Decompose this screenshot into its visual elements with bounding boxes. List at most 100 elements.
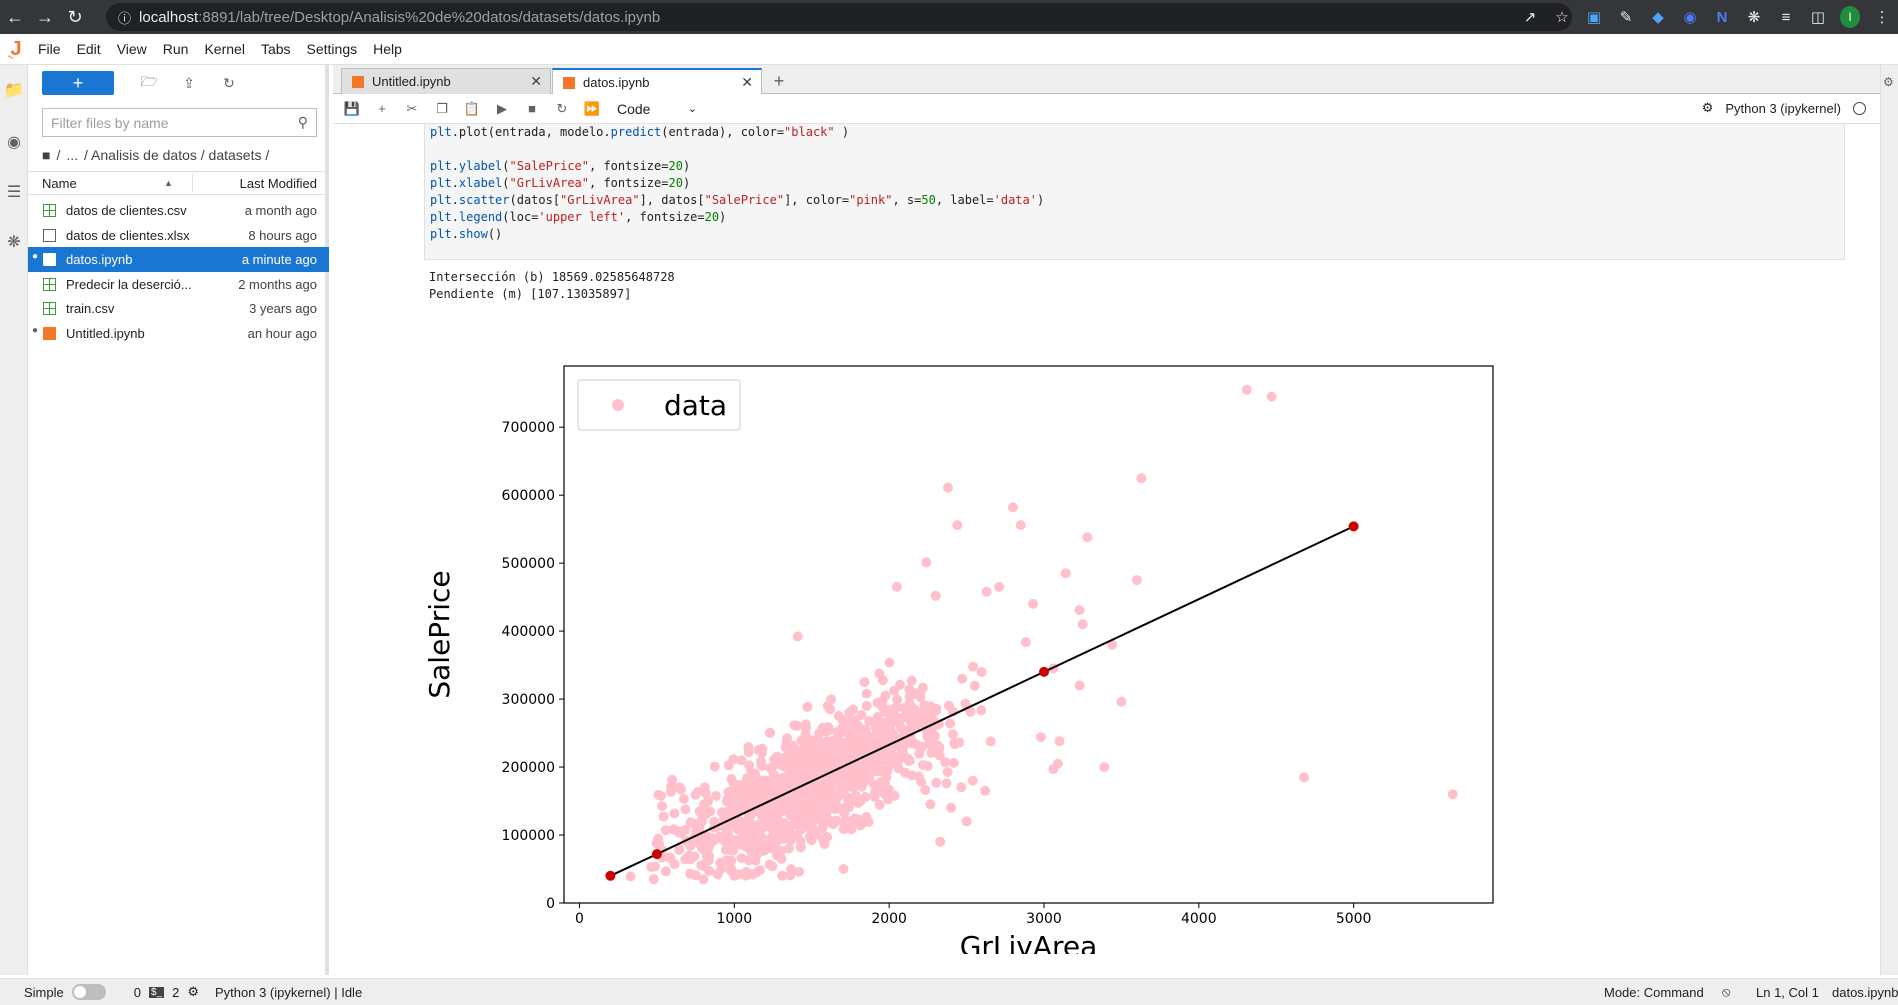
column-divider[interactable] xyxy=(192,174,193,192)
data-point xyxy=(780,831,791,842)
data-point xyxy=(826,787,837,798)
menu-file[interactable]: File xyxy=(38,41,61,57)
cut-icon[interactable]: ✂ xyxy=(406,100,418,116)
close-icon[interactable]: ✕ xyxy=(741,74,753,90)
file-row[interactable]: train.csv 3 years ago xyxy=(28,296,329,321)
data-point xyxy=(734,797,745,808)
file-list-header: Name ▲ Last Modified xyxy=(28,171,329,195)
data-point xyxy=(945,718,956,729)
data-point xyxy=(832,775,843,786)
add-tab-icon[interactable]: + xyxy=(773,70,785,91)
tab-untitled[interactable]: Untitled.ipynb ✕ xyxy=(341,68,551,94)
menu-view[interactable]: View xyxy=(116,41,147,57)
code-cell[interactable]: plt.plot(entrada, modelo.predict(entrada… xyxy=(424,124,1845,260)
column-modified-header[interactable]: Last Modified xyxy=(239,175,317,191)
sort-ascending-icon[interactable]: ▲ xyxy=(164,178,173,188)
back-icon[interactable]: ← xyxy=(6,6,24,27)
tab-datos[interactable]: datos.ipynb ✕ xyxy=(552,68,762,95)
bug-icon[interactable]: ⚙ xyxy=(1701,100,1714,115)
paste-icon[interactable]: 📋 xyxy=(463,100,481,116)
data-point xyxy=(1077,619,1088,630)
share-icon[interactable]: ↗ xyxy=(1523,9,1537,26)
extension-icon[interactable]: N xyxy=(1716,8,1728,26)
file-row[interactable]: datos de clientes.xlsx 8 hours ago xyxy=(28,223,329,248)
data-point xyxy=(956,782,967,793)
menu-kernel[interactable]: Kernel xyxy=(204,41,245,57)
breadcrumb-root[interactable]: / xyxy=(56,147,61,163)
file-row[interactable]: Predecir la deserció... 2 months ago xyxy=(28,272,329,297)
reload-icon[interactable]: ↻ xyxy=(67,6,83,27)
spreadsheet-icon xyxy=(43,204,56,217)
notification-icon[interactable]: ⦸ xyxy=(1722,984,1731,999)
kernel-status[interactable]: Python 3 (ipykernel) | Idle xyxy=(215,984,363,1000)
breadcrumb-path[interactable]: / Analisis de datos / datasets / xyxy=(84,147,270,163)
cursor-position[interactable]: Ln 1, Col 1 xyxy=(1756,984,1819,1000)
data-point xyxy=(785,870,796,881)
reading-list-icon[interactable]: ≡ xyxy=(1781,8,1791,26)
data-point xyxy=(777,870,788,881)
cell-type-select[interactable]: Code ⌄ xyxy=(617,101,697,117)
folder-icon[interactable]: 📁 xyxy=(4,82,24,99)
run-all-icon[interactable]: ⏩ xyxy=(583,100,601,116)
new-folder-icon[interactable]: 🗁 xyxy=(140,73,158,89)
legend-label: data xyxy=(664,389,727,422)
bookmark-star-icon[interactable]: ☆ xyxy=(1555,9,1569,26)
save-icon[interactable]: 💾 xyxy=(343,100,361,116)
run-icon[interactable]: ▶ xyxy=(497,100,507,116)
url-path: :8891/lab/tree/Desktop/Analisis%20de%20d… xyxy=(198,8,661,26)
data-point xyxy=(904,684,915,695)
file-row[interactable]: ● datos.ipynb a minute ago xyxy=(28,247,329,272)
toc-icon[interactable]: ☰ xyxy=(6,184,22,201)
restart-icon[interactable]: ↻ xyxy=(556,100,568,116)
menu-run[interactable]: Run xyxy=(162,41,189,57)
copy-icon[interactable]: ❐ xyxy=(436,100,448,116)
extension-icon[interactable]: ◆ xyxy=(1652,9,1664,26)
kernel-count[interactable]: 2 xyxy=(172,984,180,1000)
upload-icon[interactable]: ⇪ xyxy=(183,74,195,91)
menu-edit[interactable]: Edit xyxy=(76,41,101,57)
file-row[interactable]: datos de clientes.csv a month ago xyxy=(28,198,329,223)
new-launcher-button[interactable]: + xyxy=(42,71,114,95)
stop-icon[interactable]: ■ xyxy=(528,101,536,116)
data-point xyxy=(744,855,755,866)
site-info-icon[interactable]: ⓘ xyxy=(118,10,132,26)
data-point xyxy=(665,852,676,863)
data-point xyxy=(985,736,996,747)
tab-bar: Untitled.ipynb ✕ datos.ipynb ✕ + xyxy=(333,65,1898,95)
insert-cell-icon[interactable]: + xyxy=(378,101,386,116)
address-bar[interactable]: ⓘ localhost:8891/lab/tree/Desktop/Analis… xyxy=(106,3,1572,31)
profile-avatar[interactable]: I xyxy=(1840,6,1860,28)
file-filter-input[interactable]: Filter files by name ⚲ xyxy=(42,108,317,137)
menu-help[interactable]: Help xyxy=(373,41,402,57)
kernel-name[interactable]: Python 3 (ipykernel) xyxy=(1725,100,1841,116)
file-row[interactable]: ● Untitled.ipynb an hour ago xyxy=(28,321,329,346)
side-panel-icon[interactable]: ◫ xyxy=(1810,9,1826,26)
simple-mode-label: Simple xyxy=(24,984,64,1000)
extension-icon[interactable]: ◉ xyxy=(1683,9,1697,26)
menu-settings[interactable]: Settings xyxy=(306,41,358,57)
column-name-header[interactable]: Name xyxy=(42,175,77,191)
code-line: plt.show() xyxy=(430,227,503,241)
menu-tabs[interactable]: Tabs xyxy=(260,41,291,57)
extensions-icon[interactable]: ❋ xyxy=(7,234,21,251)
data-point xyxy=(861,729,872,740)
data-point xyxy=(658,811,669,822)
simple-mode-toggle[interactable] xyxy=(71,984,106,1000)
property-inspector-icon[interactable]: ⚙ xyxy=(1883,75,1894,89)
refresh-icon[interactable]: ↻ xyxy=(223,74,235,91)
forward-icon[interactable]: → xyxy=(36,6,54,27)
running-icon[interactable]: ◉ xyxy=(7,134,21,151)
puzzle-icon[interactable]: ❋ xyxy=(1747,9,1761,26)
breadcrumb-ellipsis[interactable]: ... xyxy=(66,147,79,163)
home-folder-icon[interactable]: ■ xyxy=(42,147,51,163)
terminal-count[interactable]: 0 xyxy=(133,984,141,1000)
data-point xyxy=(1107,639,1118,650)
close-icon[interactable]: ✕ xyxy=(530,73,542,89)
data-point xyxy=(1116,696,1127,707)
pen-icon[interactable]: ✎ xyxy=(1619,9,1633,26)
menu-dots-icon[interactable]: ⋮ xyxy=(1874,9,1890,26)
file-modified: an hour ago xyxy=(247,325,317,341)
y-tick-label: 700000 xyxy=(502,420,555,436)
data-point xyxy=(757,743,768,754)
extension-icon[interactable]: ▣ xyxy=(1586,9,1602,26)
